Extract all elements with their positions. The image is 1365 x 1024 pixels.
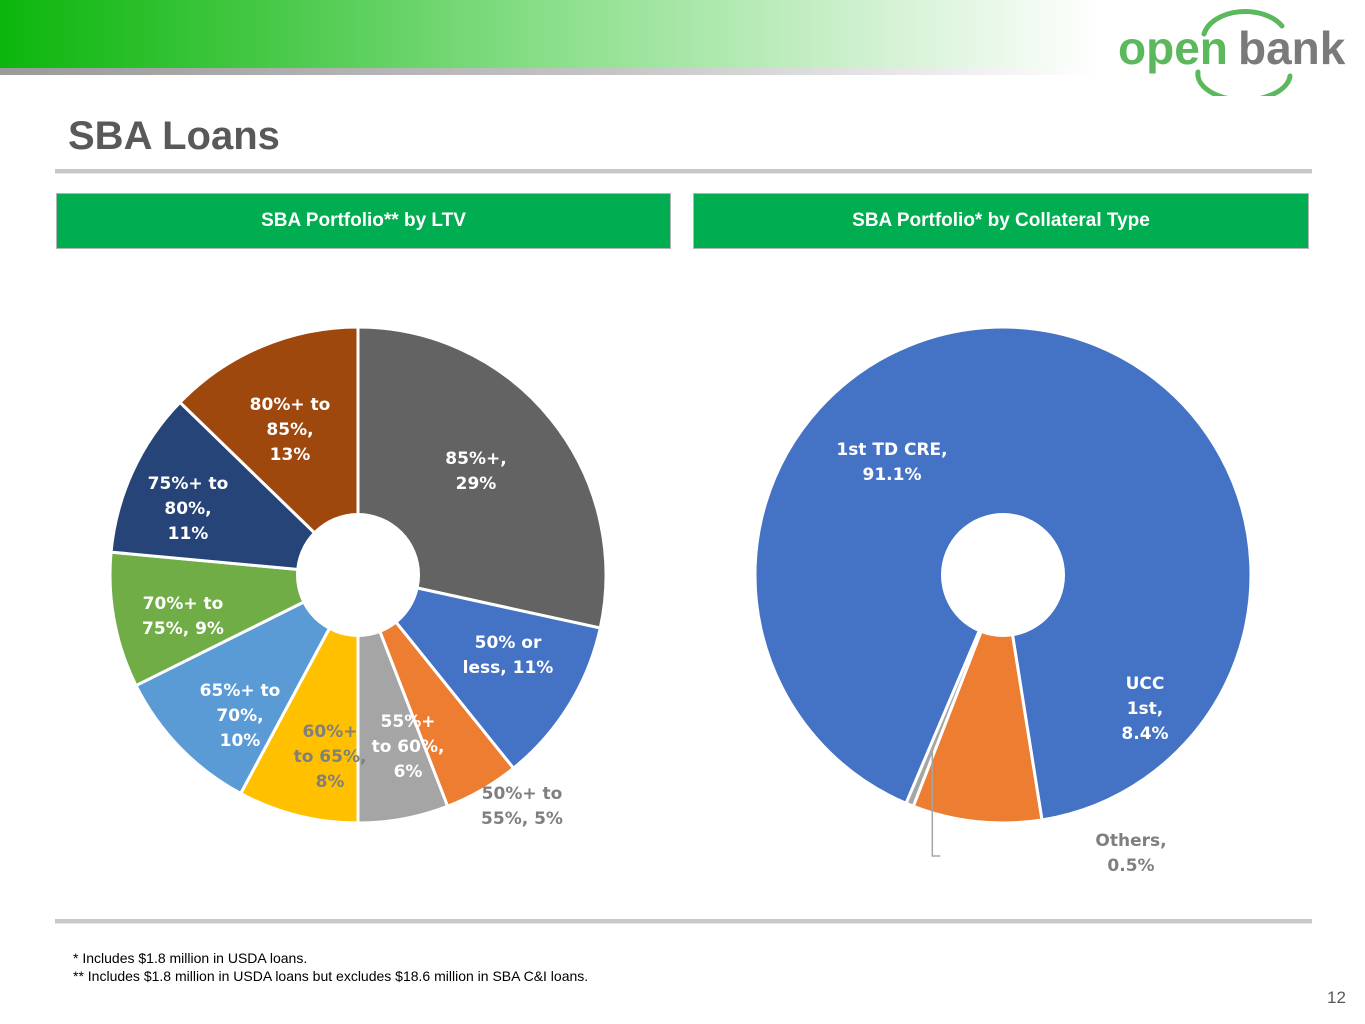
data-label-65-to-70: 65%+ to 70%, 10% [200,681,281,751]
footnote-usda: * Includes $1.8 million in USDA loans. [73,950,308,966]
slice-80-to-85 [177,325,360,579]
data-label-others: Others, 0.5% [1095,831,1166,876]
collateral-panel-header: SBA Portfolio* by Collateral Type [693,193,1309,249]
slice-75-to-80 [109,400,363,577]
donut-hole [941,513,1065,637]
leader-line-others [931,749,941,857]
logo-word-open: open [1118,22,1228,74]
donut-hole [296,513,420,637]
slice-65-to-70 [133,571,362,796]
data-label-80-to-85: 80%+ to 85%, 13% [250,395,331,465]
openbank-logo: open bank [1118,9,1346,96]
slice-50-or-less [354,572,603,771]
slice-ucc-1st [911,569,1044,825]
ltv-donut-chart: 85%+, 29% 50% or less, 11% 50%+ to 55%, 5% 55%… [108,325,608,829]
data-label-50-to-55: 50%+ to 55%, 5% [481,784,563,829]
page-title: SBA Loans [68,114,280,158]
footer-divider [55,919,1312,924]
data-label-75-to-80: 75%+ to 80%, 11% [148,474,229,544]
title-divider [55,169,1312,174]
data-label-50-or-less: 50% or less, 11% [463,633,554,678]
data-label-70-to-75: 70%+ to 75%, 9% [142,594,224,639]
data-label-55-to-60: 55%+ to 60%, 6% [372,712,445,782]
logo-word-bank: bank [1238,22,1346,74]
slice-85 [356,325,608,630]
data-label-85: 85%+, 29% [445,449,506,494]
header-gradient-bar [0,0,1100,68]
ltv-panel-header: SBA Portfolio** by LTV [56,193,671,249]
logo-arc-top [1201,9,1285,37]
data-label-ucc-1st: UCC 1st, 8.4% [1121,674,1168,744]
logo-arc-bottom [1195,69,1293,96]
slice-60-to-65 [238,574,360,825]
page-number: 12 [1327,988,1346,1007]
data-label-60-to-65: 60%+ to 65%, 8% [294,722,367,792]
slice-70-to-75 [108,550,364,688]
footnote-usda-excludes: ** Includes $1.8 million in USDA loans b… [73,968,589,984]
data-label-1st-td-cre: 1st TD CRE, 91.1% [836,440,947,485]
slice-others [904,574,1005,809]
collateral-donut-chart: 1st TD CRE, 91.1% UCC 1st, 8.4% Others, 0.5% [753,325,1253,876]
header-bar-shadow [0,68,1100,75]
